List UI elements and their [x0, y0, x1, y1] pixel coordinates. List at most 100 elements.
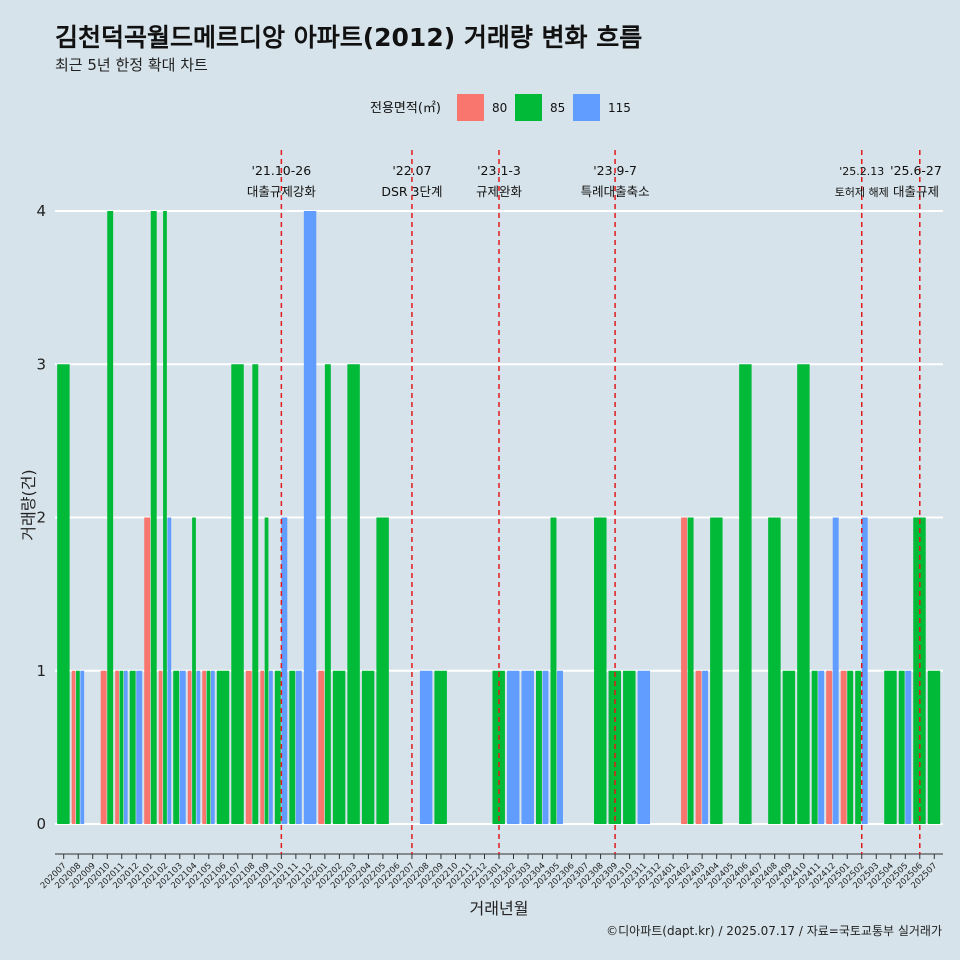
- x-axis-title: 거래년월: [470, 899, 529, 918]
- legend-label-115: 115: [608, 101, 631, 115]
- bar-80-202104: [187, 670, 192, 824]
- event-date-label: '23.9-7: [593, 163, 637, 178]
- event-date-label: '25.2.13: [839, 165, 884, 178]
- event-label: DSR 3단계: [381, 184, 442, 199]
- bar-115-202011: [123, 670, 128, 824]
- bar-85-202010: [107, 211, 114, 824]
- bar-115-202412: [832, 517, 839, 824]
- bar-85-202201: [324, 364, 331, 824]
- bar-85-202110: [274, 670, 281, 824]
- bar-80-202402: [681, 517, 688, 824]
- bar-85-202106: [216, 670, 230, 824]
- bar-85-202409: [782, 670, 796, 824]
- bar-80-202412: [826, 670, 833, 824]
- bar-85-202504: [884, 670, 897, 824]
- bar-85-202007: [57, 364, 70, 824]
- bar-80-202108: [245, 670, 252, 824]
- bar-85-202410: [797, 364, 810, 824]
- bar-115-202103: [179, 670, 186, 824]
- bar-85-202502: [855, 670, 862, 824]
- bar-85-202411: [811, 670, 818, 824]
- bar-80-202011: [115, 670, 119, 824]
- bar-85-202310: [623, 670, 636, 824]
- bar-85-202102: [163, 211, 167, 824]
- bar-115-202303: [521, 670, 534, 824]
- bar-85-202305: [550, 517, 557, 824]
- bar-85-202108: [252, 364, 259, 824]
- bar-80-202105: [202, 670, 207, 824]
- bar-85-202203: [347, 364, 360, 824]
- event-label: 대출규제강화: [247, 184, 317, 199]
- bar-85-202105: [206, 670, 211, 824]
- event-label: 토허제 해제: [835, 185, 889, 199]
- bar-115-202305: [557, 670, 563, 824]
- bar-85-202008: [76, 670, 80, 824]
- bar-85-202404: [710, 517, 723, 824]
- bar-85-202402: [687, 517, 694, 824]
- bar-115-202111: [295, 670, 302, 824]
- y-tick-label: 1: [36, 662, 46, 680]
- bar-80-202010: [100, 670, 107, 824]
- bar-115-202112: [303, 211, 317, 824]
- bar-80-202403: [695, 670, 702, 824]
- y-tick-label: 4: [36, 202, 46, 220]
- bar-85-202107: [231, 364, 244, 824]
- bar-85-202304: [536, 670, 542, 824]
- bar-85-202104: [192, 517, 196, 824]
- bar-115-202411: [818, 670, 825, 824]
- bar-85-202109: [264, 517, 269, 824]
- bar-115-202505: [905, 670, 912, 824]
- event-label: 규제완화: [476, 184, 523, 199]
- bar-85-202506: [913, 517, 926, 824]
- bar-115-202104: [196, 670, 201, 824]
- bar-85-202101: [150, 211, 157, 824]
- legend-swatch-115: [573, 94, 600, 121]
- bar-115-202012: [136, 670, 143, 824]
- bar-85-202103: [173, 670, 180, 824]
- source-caption: ©디아파트(dapt.kr) / 2025.07.17 / 자료=국토교통부 실…: [606, 924, 942, 938]
- bar-85-202012: [129, 670, 136, 824]
- y-axis-title: 거래량(건): [19, 469, 38, 540]
- bar-85-202408: [768, 517, 781, 824]
- legend-label-80: 80: [492, 101, 507, 115]
- bar-115-202311: [637, 670, 651, 824]
- legend-swatch-80: [457, 94, 484, 121]
- y-tick-label: 0: [36, 815, 46, 833]
- legend-swatch-85: [515, 94, 542, 121]
- y-tick-label: 3: [36, 355, 46, 373]
- chart-subtitle: 최근 5년 한정 확대 차트: [55, 56, 208, 74]
- bar-115-202302: [506, 670, 520, 824]
- legend: 전용면적(㎡) 80 85 115: [370, 94, 631, 121]
- y-tick-label: 2: [36, 509, 46, 527]
- event-label: 특례대출축소: [581, 184, 650, 199]
- bar-85-202209: [434, 670, 447, 824]
- bar-115-202208: [419, 670, 433, 824]
- bar-115-202008: [80, 670, 85, 824]
- event-label: 대출규제: [893, 184, 939, 199]
- bar-85-202501: [847, 670, 854, 824]
- event-date-label: '21.10-26: [252, 163, 312, 178]
- bar-85-202507: [927, 670, 941, 824]
- bar-115-202403: [702, 670, 709, 824]
- bar-115-202109: [269, 670, 273, 824]
- bar-85-202205: [376, 517, 389, 824]
- event-date-label: '22.07: [392, 163, 431, 178]
- bar-80-202102: [158, 670, 163, 824]
- event-date-label: '23.1-3: [477, 163, 521, 178]
- bar-80-202501: [840, 670, 847, 824]
- bar-115-202102: [167, 517, 172, 824]
- bar-80-202201: [318, 670, 325, 824]
- bar-115-202502: [861, 517, 868, 824]
- bar-115-202110: [281, 517, 288, 824]
- bar-85-202406: [739, 364, 752, 824]
- bar-115-202304: [542, 670, 549, 824]
- legend-title: 전용면적(㎡): [370, 101, 441, 116]
- bar-80-202101: [144, 517, 151, 824]
- chart-title: 김천덕곡월드메르디앙 아파트(2012) 거래량 변화 흐름: [55, 23, 643, 52]
- event-date-label: '25.6-27: [890, 163, 942, 178]
- bar-85-202111: [289, 670, 296, 824]
- bar-85-202204: [361, 670, 375, 824]
- legend-label-85: 85: [550, 101, 565, 115]
- bar-85-202505: [898, 670, 905, 824]
